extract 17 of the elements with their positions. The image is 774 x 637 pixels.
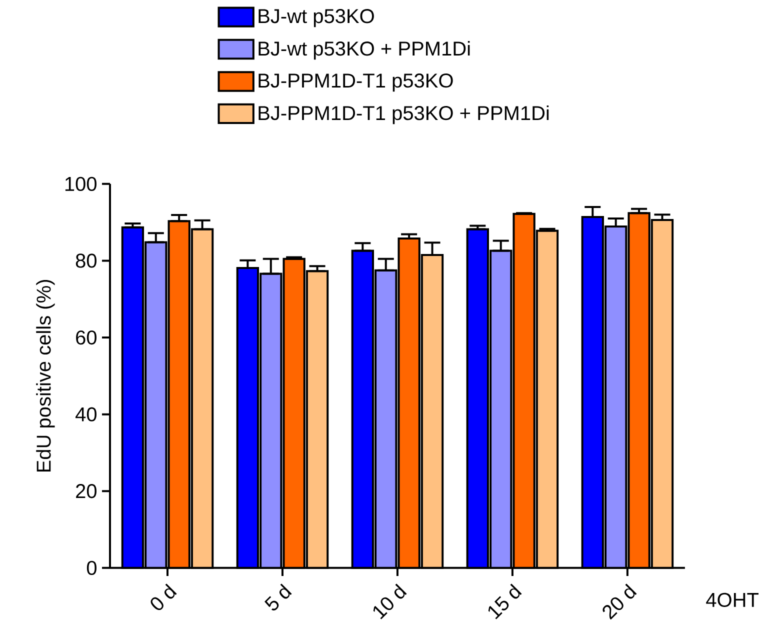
legend-label: BJ-PPM1D-T1 p53KO — [258, 74, 453, 92]
y-axis-title: EdU positive cells (%) — [36, 280, 55, 472]
y-tick-label: 60 — [76, 330, 96, 345]
y-tick-label: 0 — [86, 560, 96, 576]
y-tick-label: 100 — [65, 176, 96, 192]
x-tick-label: 20 d — [602, 584, 637, 620]
x-tick-label: 10 d — [373, 584, 407, 620]
legend-label: BJ-PPM1D-T1 p53KO + PPM1Di — [258, 105, 549, 124]
x-tick-label: 5 d — [264, 584, 292, 610]
x-axis-title: 4OHT — [706, 592, 759, 608]
y-tick-label: 40 — [76, 407, 96, 422]
x-tick-label: 0 d — [150, 584, 177, 610]
legend-label: BJ-wt p53KO — [258, 9, 374, 28]
legend-label: BJ-wt p53KO + PPM1Di — [258, 41, 470, 60]
y-tick-label: 20 — [76, 484, 96, 498]
y-tick-label: 80 — [76, 254, 96, 268]
x-tick-label: 15 d — [488, 584, 522, 620]
